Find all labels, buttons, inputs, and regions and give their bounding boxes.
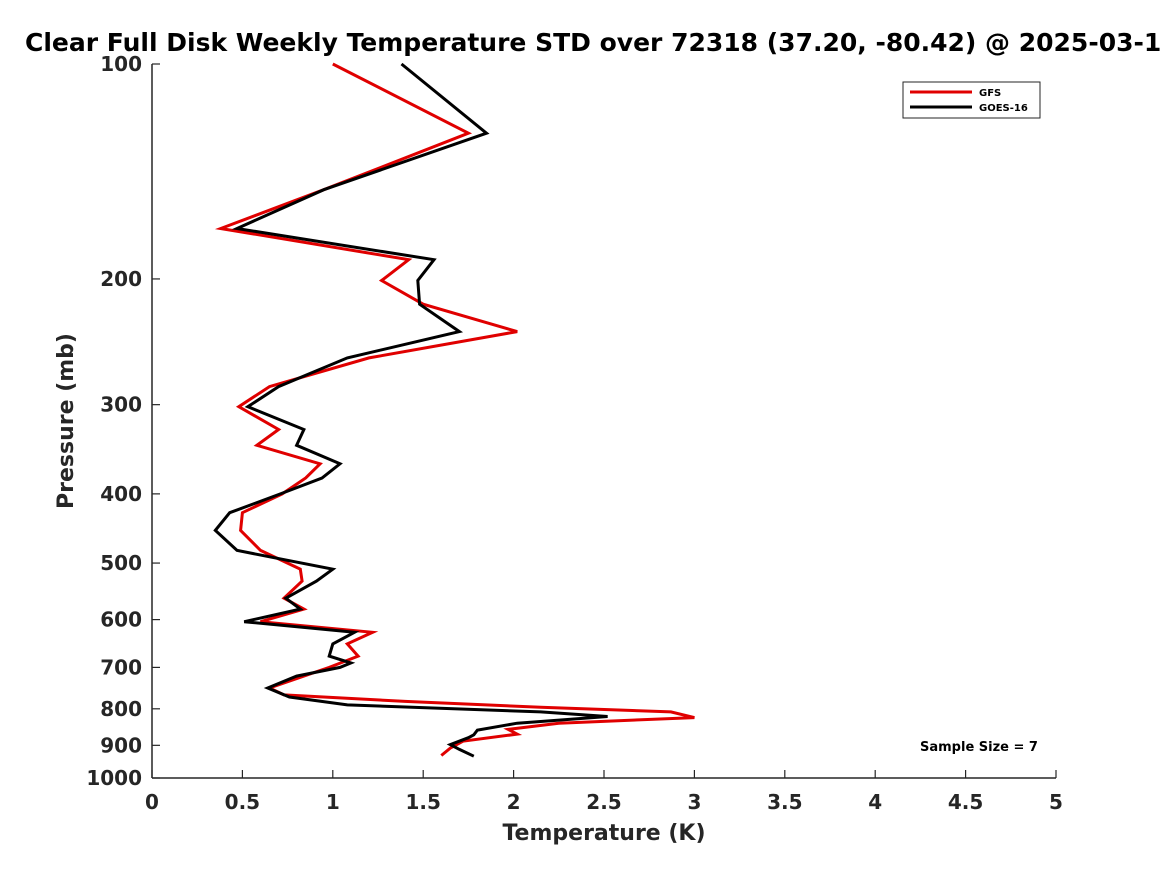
y-tick-label: 100 (100, 52, 142, 76)
x-tick-label: 1.5 (405, 790, 440, 814)
x-tick-label: 4.5 (948, 790, 983, 814)
y-tick-label: 900 (100, 733, 142, 757)
y-tick-label: 400 (100, 482, 142, 506)
series-line-goes-16 (213, 62, 608, 758)
x-tick-label: 3.5 (767, 790, 802, 814)
y-tick-label: 1000 (86, 766, 142, 790)
legend-label: GOES-16 (979, 103, 1028, 114)
series-lines (213, 62, 695, 758)
y-axis-label: Pressure (mb) (54, 333, 79, 509)
legend: GFS GOES-16 (902, 81, 1041, 119)
x-tick-label: 4 (868, 790, 882, 814)
y-tick-label: 300 (100, 393, 142, 417)
y-tick-label: 500 (100, 551, 142, 575)
x-tick-label: 3 (687, 790, 701, 814)
x-tick-label: 0 (145, 790, 159, 814)
y-tick-label: 600 (100, 608, 142, 632)
x-axis-label: Temperature (K) (502, 821, 705, 846)
x-tick-label: 0.5 (225, 790, 260, 814)
legend-box (902, 81, 1041, 119)
legend-label: GFS (979, 88, 1001, 99)
chart-title: Clear Full Disk Weekly Temperature STD o… (25, 28, 1162, 57)
series-line-gfs (214, 62, 695, 757)
x-tick-label: 2.5 (586, 790, 621, 814)
sample-size-annotation: Sample Size = 7 (920, 740, 1038, 755)
y-tick-label: 200 (100, 267, 142, 291)
x-tick-label: 1 (326, 790, 340, 814)
x-tick-label: 5 (1049, 790, 1063, 814)
x-tick-label: 2 (507, 790, 521, 814)
y-tick-label: 700 (100, 655, 142, 679)
y-tick-label: 800 (100, 697, 142, 721)
axes: 0 0.5 1 1.5 2 2.5 3 3.5 4 4.5 5 100 200 300 400 500 600 7… (86, 52, 1063, 814)
